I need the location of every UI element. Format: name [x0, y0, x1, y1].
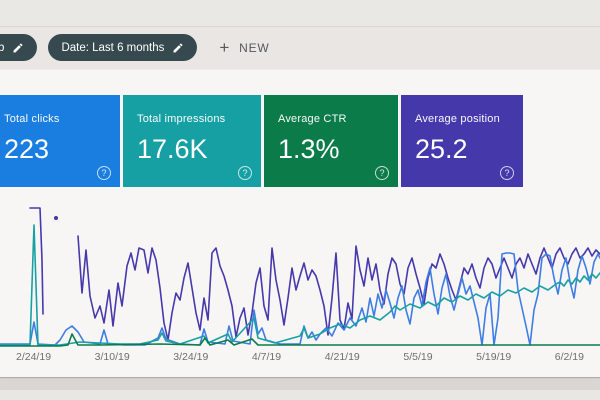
metric-card-average-ctr[interactable]: Average CTR 1.3% ? [264, 95, 398, 187]
x-tick-label: 5/19/19 [476, 351, 512, 363]
x-tick-label: 4/21/19 [324, 351, 360, 363]
x-tick-label: 5/5/19 [403, 351, 433, 363]
filter-chip-search-type[interactable]: Web [0, 34, 38, 62]
edit-pencil-icon[interactable] [172, 42, 184, 54]
x-tick-label: 3/24/19 [173, 351, 209, 363]
help-icon[interactable]: ? [238, 166, 252, 180]
metric-label: Total clicks [4, 113, 60, 125]
metric-label: Average CTR [278, 113, 347, 125]
page-bottom-strip [0, 377, 600, 400]
plus-icon: + [219, 37, 231, 57]
metric-value: 1.3% [278, 134, 340, 164]
metric-card-average-position[interactable]: Average position 25.2 ? [401, 95, 523, 187]
filter-chip-label: Web [0, 41, 5, 54]
filter-toolbar: Web Date: Last 6 months + NEW [0, 26, 600, 69]
metric-card-total-impressions[interactable]: Total impressions 17.6K ? [123, 95, 261, 187]
metric-value: 223 [4, 134, 50, 164]
x-tick-label: 6/2/19 [554, 351, 584, 363]
window-top-strip [0, 0, 600, 27]
metric-value: 25.2 [415, 134, 468, 164]
new-filter-button[interactable]: + NEW [219, 38, 269, 58]
help-icon[interactable]: ? [97, 166, 111, 180]
help-icon[interactable]: ? [375, 166, 389, 180]
edit-pencil-icon[interactable] [12, 42, 24, 54]
metric-cards-row: Total clicks 223 ? Total impressions 17.… [0, 95, 600, 187]
metric-label: Total impressions [137, 113, 226, 125]
filter-chip-date-range[interactable]: Date: Last 6 months [48, 34, 198, 62]
metric-label: Average position [415, 113, 500, 125]
metric-card-total-clicks[interactable]: Total clicks 223 ? [0, 95, 120, 187]
performance-chart[interactable]: 2/24/19 3/10/19 3/24/19 4/7/19 4/21/19 5… [0, 198, 600, 363]
filter-chip-label: Date: Last 6 months [61, 41, 165, 54]
performance-panel: Total clicks 223 ? Total impressions 17.… [0, 69, 600, 377]
x-tick-label: 2/24/19 [16, 351, 52, 363]
new-filter-label: NEW [239, 40, 270, 55]
x-axis-labels: 2/24/19 3/10/19 3/24/19 4/7/19 4/21/19 5… [0, 348, 600, 363]
line-chart-canvas[interactable] [0, 198, 600, 348]
help-icon[interactable]: ? [500, 166, 514, 180]
metric-value: 17.6K [137, 134, 208, 164]
bottom-highlight-strip [0, 390, 600, 400]
x-tick-label: 3/10/19 [94, 351, 130, 363]
x-tick-label: 4/7/19 [251, 351, 282, 363]
